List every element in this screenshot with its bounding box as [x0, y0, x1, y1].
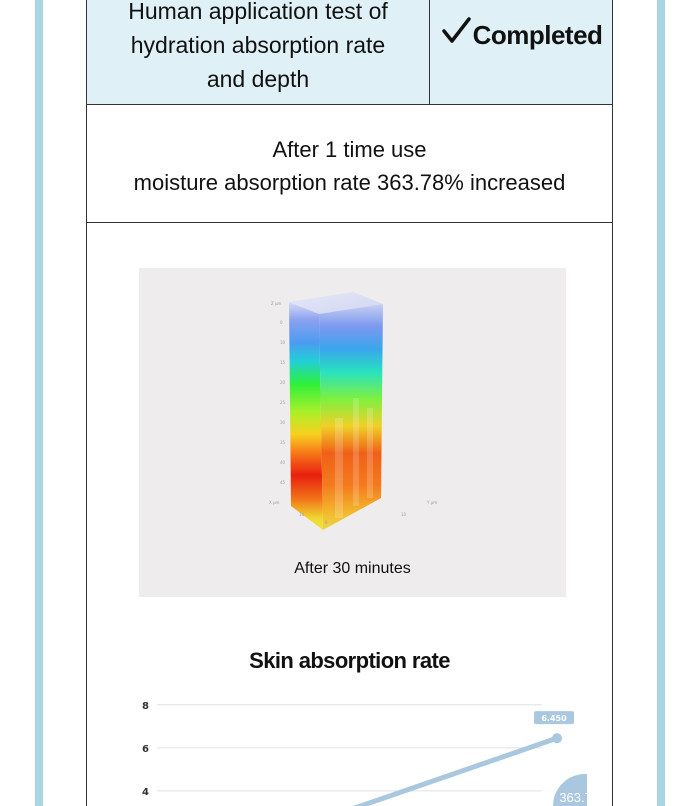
hydration-depth-cube-illustration: Z µm 0 10 15 20 25 30 35 40 45 X µm Y µm… [269, 292, 437, 577]
svg-text:Z µm: Z µm [271, 301, 282, 306]
svg-text:10: 10 [280, 340, 286, 345]
increase-badge-label: 363.75% [559, 790, 587, 805]
result-line-1: After 1 time use [272, 137, 427, 162]
hydration-depth-image-panel: Z µm 0 10 15 20 25 30 35 40 45 X µm Y µm… [139, 268, 566, 597]
svg-text:30: 30 [280, 420, 286, 425]
svg-text:10: 10 [401, 512, 407, 517]
test-title-line-1: Human application test of [128, 0, 388, 24]
svg-text:10: 10 [299, 512, 305, 517]
svg-text:20: 20 [280, 380, 286, 385]
data-label-box [534, 711, 574, 725]
y-tick-label-2: 8 [142, 701, 149, 712]
svg-text:Y µm: Y µm [426, 500, 437, 505]
skin-absorption-line-chart: 4 6 8 6.450 363.75% [142, 701, 587, 806]
data-point [552, 733, 562, 744]
page-border-right [657, 0, 665, 806]
checkmark-icon [441, 17, 471, 43]
svg-text:45: 45 [280, 480, 286, 485]
test-title-line-2: hydration absorption rate [130, 32, 386, 58]
svg-text:25: 25 [280, 400, 286, 405]
status-cell: Completed [431, 0, 612, 104]
y-tick-label-1: 6 [142, 744, 149, 755]
svg-text:X µm: X µm [269, 500, 280, 505]
series-line [352, 735, 560, 806]
svg-text:0: 0 [325, 520, 328, 525]
status-label: Completed [472, 20, 603, 50]
page-border-left [35, 0, 43, 806]
info-sheet: Human application test of hydration abso… [86, 0, 613, 806]
data-label: 6.450 [541, 714, 567, 723]
result-row: After 1 time use moisture absorption rat… [87, 105, 612, 223]
y-tick-label-0: 4 [142, 787, 149, 798]
test-title-cell: Human application test of hydration abso… [87, 0, 430, 104]
svg-text:0: 0 [280, 320, 283, 325]
increase-badge [553, 774, 587, 806]
svg-text:40: 40 [280, 460, 286, 465]
svg-text:15: 15 [280, 360, 286, 365]
chart-title: Skin absorption rate [249, 648, 450, 673]
svg-text:35: 35 [280, 440, 286, 445]
result-line-2: moisture absorption rate 363.78% increas… [133, 170, 566, 195]
image-caption: After 30 minutes [294, 560, 411, 577]
test-title-line-3: and depth [206, 66, 310, 92]
test-header-row: Human application test of hydration abso… [87, 0, 612, 105]
